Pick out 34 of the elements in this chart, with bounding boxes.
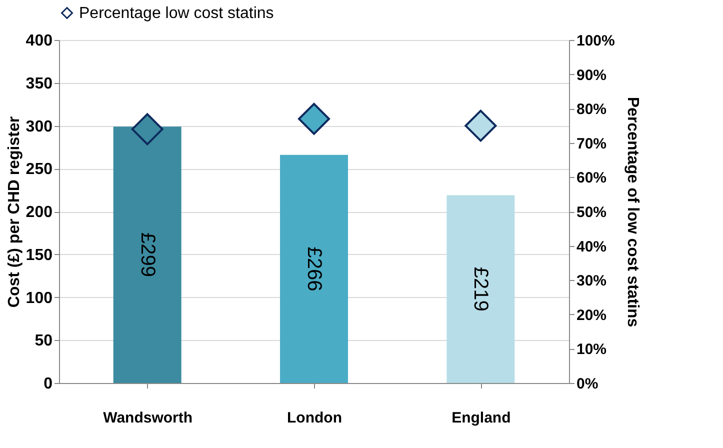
y2-tick-label: 20% — [576, 306, 607, 324]
y-tick-label: 150 — [26, 246, 53, 264]
y2-tick-label: 0% — [576, 376, 598, 392]
x-tick-label: London — [287, 410, 342, 426]
y-tick-label: 50 — [34, 332, 53, 350]
y2-tick-label: 10% — [576, 341, 607, 358]
y-tick-label: 0 — [44, 376, 53, 392]
legend-label: Percentage low cost statins — [79, 5, 274, 22]
point — [131, 113, 164, 146]
y2-tick-label: 80% — [576, 101, 607, 118]
y-tick-label: 400 — [26, 32, 53, 50]
x-tick-label: Wandsworth — [103, 410, 193, 426]
y2-tick-label: 90% — [576, 66, 607, 84]
y-tick-label: 250 — [26, 161, 53, 178]
point — [298, 102, 330, 135]
y-tick-label: 100 — [26, 290, 53, 307]
y2-tick-label: 100% — [576, 32, 615, 50]
y-tick-label: 200 — [26, 204, 53, 221]
y-tick-label: 350 — [26, 75, 53, 92]
y-axis-title: Cost (£) per CHD register — [6, 116, 23, 308]
y2-axis-title: Percentage of low cost statins — [624, 96, 641, 328]
bar — [446, 195, 515, 383]
data-label: £299 — [136, 232, 158, 278]
x-tick-label: England — [452, 410, 511, 426]
y2-tick-label: 40% — [576, 238, 607, 256]
y-tick-label: 300 — [26, 118, 53, 136]
bar — [280, 154, 348, 383]
data-label: £219 — [470, 266, 492, 312]
point — [464, 110, 497, 142]
y2-tick-label: 60% — [576, 170, 607, 187]
y2-tick-label: 70% — [576, 135, 607, 152]
y2-tick-label: 50% — [576, 204, 607, 221]
y2-tick-label: 30% — [576, 272, 607, 290]
data-label: £266 — [303, 246, 325, 292]
